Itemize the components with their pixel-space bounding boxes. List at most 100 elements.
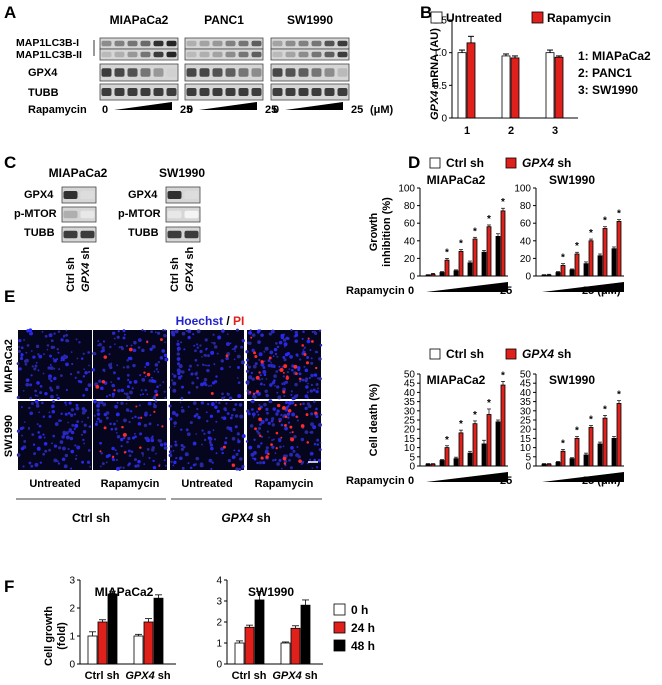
blot-band	[199, 51, 210, 58]
nucleus-dot	[171, 411, 176, 415]
nucleus-dot	[110, 427, 114, 431]
stain-label: Hoechst / PI	[176, 314, 245, 328]
nucleus-dot	[133, 340, 137, 345]
nucleus-dot	[150, 379, 155, 383]
nucleus-dot	[263, 373, 267, 377]
legend-label: Ctrl sh	[446, 347, 484, 361]
bar-ctrl	[583, 454, 589, 467]
bar-ctrl	[555, 461, 561, 467]
nucleus-dot	[296, 419, 299, 422]
nucleus-dot	[20, 447, 25, 451]
nucleus-dot	[126, 359, 129, 362]
bar-ctrl	[597, 255, 603, 277]
significance-star: *	[575, 426, 579, 437]
nucleus-dot	[308, 376, 311, 380]
blot-row-label: MAP1LC3B-I	[16, 37, 79, 49]
nucleus-dot	[212, 333, 215, 336]
nucleus-dot	[221, 329, 225, 333]
nucleus-dot	[180, 428, 183, 431]
nucleus-dot	[103, 370, 106, 373]
nucleus-dot	[69, 372, 73, 376]
nucleus-dot	[183, 348, 186, 351]
nucleus-dot	[290, 390, 293, 393]
nucleus-dot	[75, 338, 78, 341]
nucleus-dot	[69, 436, 74, 441]
nucleus-dot	[264, 346, 269, 351]
nucleus-dot	[143, 423, 148, 428]
nucleus-dot	[268, 399, 273, 404]
nucleus-dot	[100, 386, 104, 391]
nucleus-dot	[310, 412, 314, 416]
nucleus-dot	[101, 346, 105, 350]
nucleus-dot	[83, 442, 86, 445]
micrograph-bg	[18, 330, 92, 399]
nucleus-dot	[304, 377, 309, 381]
nucleus-dot	[226, 412, 230, 416]
nucleus-dot	[145, 362, 150, 366]
blot-strip-frame	[99, 37, 179, 50]
nucleus-dot	[43, 441, 48, 446]
blot-lc3b-ii	[184, 48, 264, 61]
bar-ctrl	[481, 251, 487, 277]
nucleus-dot	[65, 388, 68, 392]
nucleus-dot	[123, 418, 127, 423]
significance-star: *	[603, 216, 607, 227]
nucleus-dot	[260, 442, 263, 445]
bar-ctrl	[453, 270, 459, 277]
y-tick-label: 60	[404, 219, 416, 230]
nucleus-dot	[251, 377, 255, 381]
nucleus-dot	[318, 422, 322, 427]
nucleus-dot	[253, 457, 257, 461]
nucleus-dot	[251, 412, 256, 417]
blot-band	[272, 40, 283, 47]
y-tick-label: 25	[520, 416, 532, 427]
y-tick-label: 2	[69, 604, 75, 615]
legend-label: GPX4 sh	[522, 347, 571, 361]
nucleus-dot	[18, 367, 22, 371]
nucleus-dot	[152, 459, 155, 463]
nucleus-dot	[173, 460, 177, 465]
significance-star: *	[561, 438, 565, 449]
nucleus-dot	[307, 404, 312, 409]
nucleus-dot	[20, 346, 24, 350]
nucleus-dot	[203, 432, 206, 435]
nucleus-dot	[80, 433, 83, 436]
pi-dot	[283, 364, 288, 369]
nucleus-dot	[28, 461, 32, 465]
nucleus-dot	[23, 440, 27, 443]
nucleus-dot	[230, 413, 234, 417]
column-label: Rapamycin	[255, 478, 314, 490]
nucleus-dot	[37, 353, 40, 356]
nucleus-dot	[207, 430, 211, 435]
blot-band	[311, 51, 322, 58]
bar-gpx4	[458, 432, 464, 467]
blot-band	[298, 51, 309, 58]
pi-dot	[128, 347, 133, 352]
nucleus-dot	[102, 402, 107, 407]
legend-swatch	[429, 348, 441, 360]
nucleus-dot	[317, 458, 322, 463]
nucleus-dot	[282, 338, 287, 342]
nucleus-dot	[29, 396, 32, 400]
y-tick-label: 0	[525, 462, 531, 473]
nucleus-dot	[116, 364, 119, 367]
nucleus-dot	[245, 350, 249, 354]
blot-band	[251, 68, 262, 77]
nucleus-dot	[177, 372, 181, 376]
nucleus-dot	[210, 467, 213, 470]
y-tick-label: 80	[404, 201, 416, 212]
nucleus-dot	[271, 439, 274, 442]
nucleus-dot	[310, 373, 314, 378]
blot-band	[101, 51, 112, 58]
nucleus-dot	[127, 378, 130, 382]
nucleus-dot	[28, 406, 31, 410]
nucleus-dot	[56, 394, 58, 396]
blot-band	[285, 51, 296, 58]
pi-dot	[158, 464, 161, 467]
nucleus-dot	[270, 361, 273, 364]
nucleus-dot	[163, 390, 166, 393]
nucleus-dot	[258, 461, 263, 465]
nucleus-dot	[25, 351, 28, 354]
nucleus-dot	[111, 446, 115, 451]
nucleus-dot	[235, 467, 239, 471]
